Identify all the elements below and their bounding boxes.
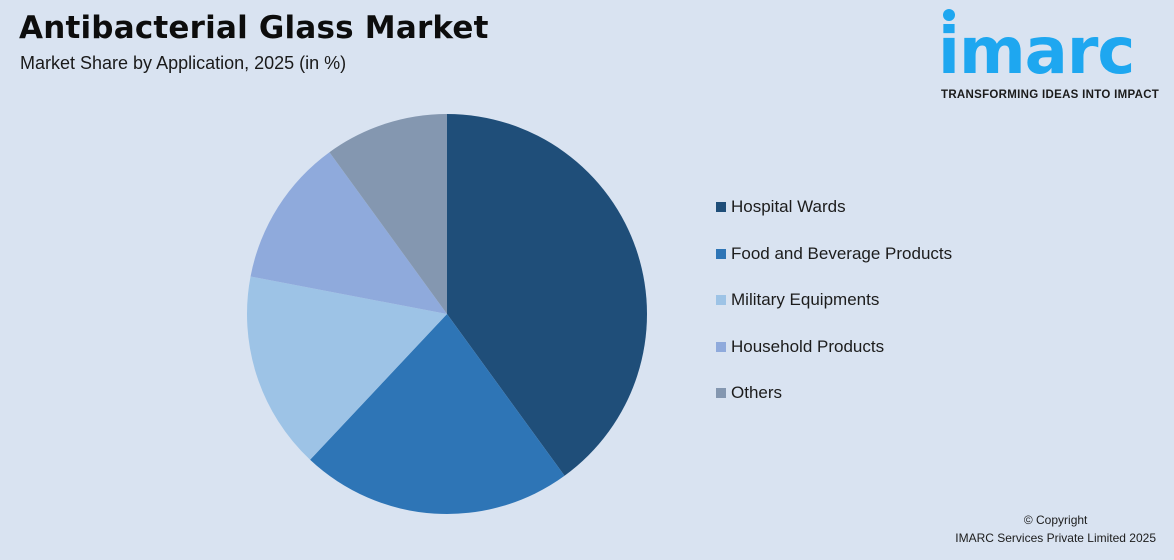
legend-swatch-icon	[716, 341, 726, 352]
copyright-line-1: © Copyright	[1023, 513, 1088, 527]
legend-item-military: Military Equipments	[716, 289, 952, 311]
legend-item-hospital-wards: Hospital Wards	[716, 196, 952, 218]
legend-label: Others	[731, 383, 783, 402]
legend-label: Military Equipments	[731, 290, 880, 309]
chart-title: Antibacterial Glass Market	[19, 10, 489, 46]
chart-legend: Hospital Wards Food and Beverage Product…	[716, 196, 952, 429]
legend-item-food-beverage: Food and Beverage Products	[716, 243, 952, 265]
pie-slice-others	[329, 114, 447, 314]
chart-subtitle: Market Share by Application, 2025 (in %)	[20, 53, 347, 73]
legend-swatch-icon	[716, 202, 726, 212]
copyright-line-2: IMARC Services Private Limited 2025	[955, 531, 1156, 545]
legend-label: Hospital Wards	[731, 197, 846, 216]
logo-tagline: TRANSFORMING IDEAS INTO IMPACT	[941, 89, 1160, 101]
logo-wordmark: imarc	[938, 15, 1135, 89]
legend-swatch-icon	[716, 295, 726, 305]
pie-slice-food-and-beverage-products	[310, 314, 565, 514]
legend-swatch-icon	[716, 248, 726, 259]
legend-label: Household Products	[731, 336, 885, 356]
pie-slice-hospital-wards	[447, 114, 647, 476]
imarc-logo: imarc TRANSFORMING IDEAS INTO IMPACT	[936, 6, 1166, 106]
legend-item-household: Household Products	[716, 336, 952, 358]
legend-label: Food and Beverage Products	[731, 243, 953, 263]
pie-slice-military-equipments	[246, 276, 447, 460]
legend-item-others: Others	[716, 382, 952, 404]
copyright-notice: © Copyright IMARC Services Private Limit…	[955, 511, 1156, 547]
logo-dot-icon	[943, 9, 955, 21]
legend-swatch-icon	[716, 388, 726, 398]
pie-slice-household-products	[250, 152, 447, 314]
